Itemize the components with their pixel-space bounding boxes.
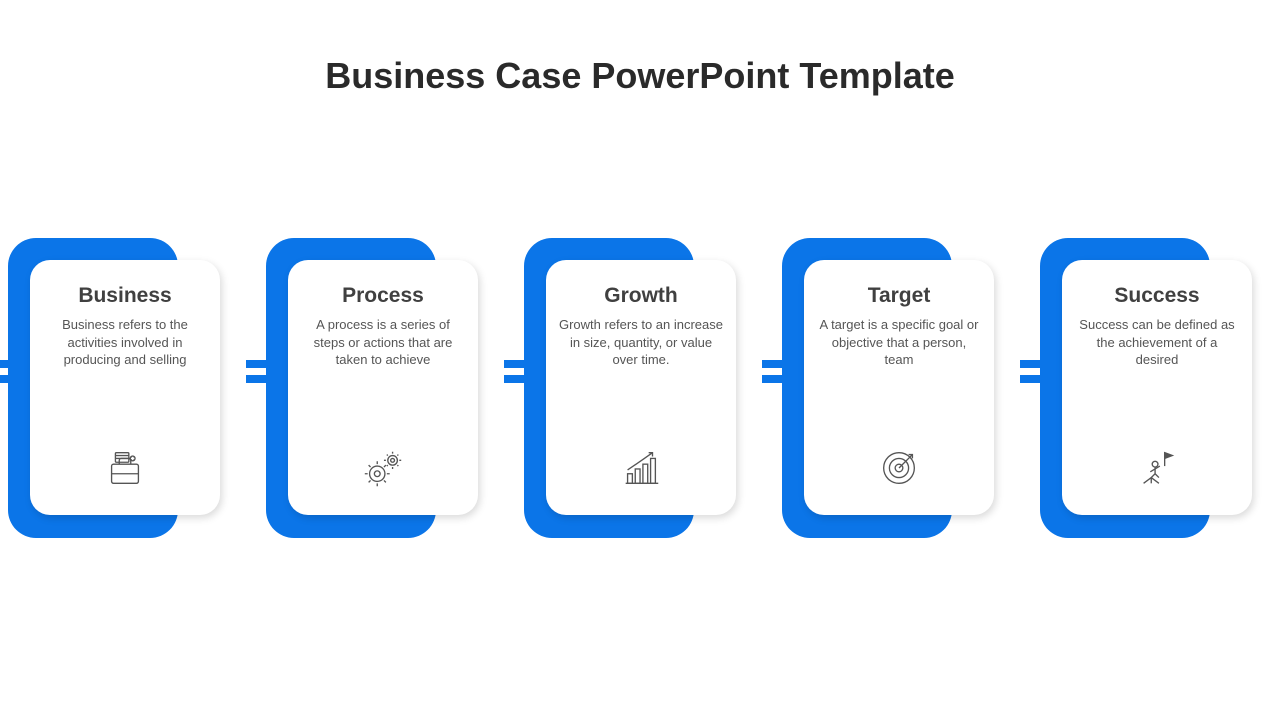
card-body: Business Business refers to the activiti… <box>30 260 220 515</box>
page-title: Business Case PowerPoint Template <box>0 55 1280 97</box>
card-process: Process A process is a series of steps o… <box>282 260 482 560</box>
gears-icon <box>360 445 406 491</box>
stripe <box>762 360 782 368</box>
briefcase-icon <box>102 445 148 491</box>
target-icon <box>876 445 922 491</box>
card-title: Target <box>868 284 931 308</box>
success-flag-icon <box>1134 445 1180 491</box>
stripe <box>762 375 782 383</box>
stripe <box>1020 360 1040 368</box>
card-title: Success <box>1114 284 1199 308</box>
card-body: Target A target is a specific goal or ob… <box>804 260 994 515</box>
card-target: Target A target is a specific goal or ob… <box>798 260 998 560</box>
card-success: Success Success can be defined as the ac… <box>1056 260 1256 560</box>
card-growth: Growth Growth refers to an increase in s… <box>540 260 740 560</box>
card-title: Process <box>342 284 424 308</box>
card-title: Business <box>78 284 171 308</box>
stripe <box>504 375 524 383</box>
growth-chart-icon <box>618 445 664 491</box>
card-body: Success Success can be defined as the ac… <box>1062 260 1252 515</box>
card-desc: Growth refers to an increase in size, qu… <box>558 316 724 369</box>
stripe <box>246 360 266 368</box>
card-body: Growth Growth refers to an increase in s… <box>546 260 736 515</box>
card-desc: Success can be defined as the achievemen… <box>1074 316 1240 369</box>
card-desc: A target is a specific goal or objective… <box>816 316 982 369</box>
cards-row: Business Business refers to the activiti… <box>0 260 1280 560</box>
card-business: Business Business refers to the activiti… <box>24 260 224 560</box>
card-body: Process A process is a series of steps o… <box>288 260 478 515</box>
stripe <box>0 360 8 368</box>
stripe <box>246 375 266 383</box>
card-desc: Business refers to the activities involv… <box>42 316 208 369</box>
card-desc: A process is a series of steps or action… <box>300 316 466 369</box>
stripe <box>504 360 524 368</box>
card-title: Growth <box>604 284 678 308</box>
stripe <box>0 375 8 383</box>
stripe <box>1020 375 1040 383</box>
